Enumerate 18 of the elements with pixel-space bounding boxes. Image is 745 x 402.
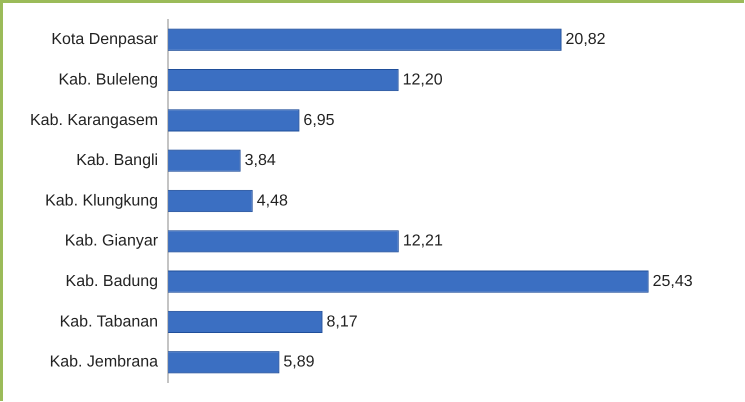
y-tick-label: Kab. Karangasem xyxy=(30,112,158,129)
data-label: 5,89 xyxy=(283,354,315,371)
data-label: 6,95 xyxy=(303,112,335,129)
y-tick-label: Kota Denpasar xyxy=(51,31,159,48)
data-label: 4,48 xyxy=(256,192,288,210)
data-label: 12,20 xyxy=(402,71,443,88)
y-tick-label: Kab. Tabanan xyxy=(60,313,158,330)
y-tick-label: Kab. Badung xyxy=(66,273,158,290)
data-label: 20,82 xyxy=(566,31,606,48)
data-label: 25,43 xyxy=(652,273,693,290)
data-label: 3,84 xyxy=(244,152,276,170)
data-label: 8,17 xyxy=(326,313,358,330)
y-tick-label: Kab. Buleleng xyxy=(58,71,158,88)
y-tick-label: Kab. Jembrana xyxy=(50,354,158,371)
data-label: 12,21 xyxy=(402,232,443,250)
y-tick-label: Kab. Gianyar xyxy=(64,232,159,250)
y-tick-label: Kab. Klungkung xyxy=(45,192,158,210)
y-tick-label: Kab. Bangli xyxy=(76,152,158,170)
